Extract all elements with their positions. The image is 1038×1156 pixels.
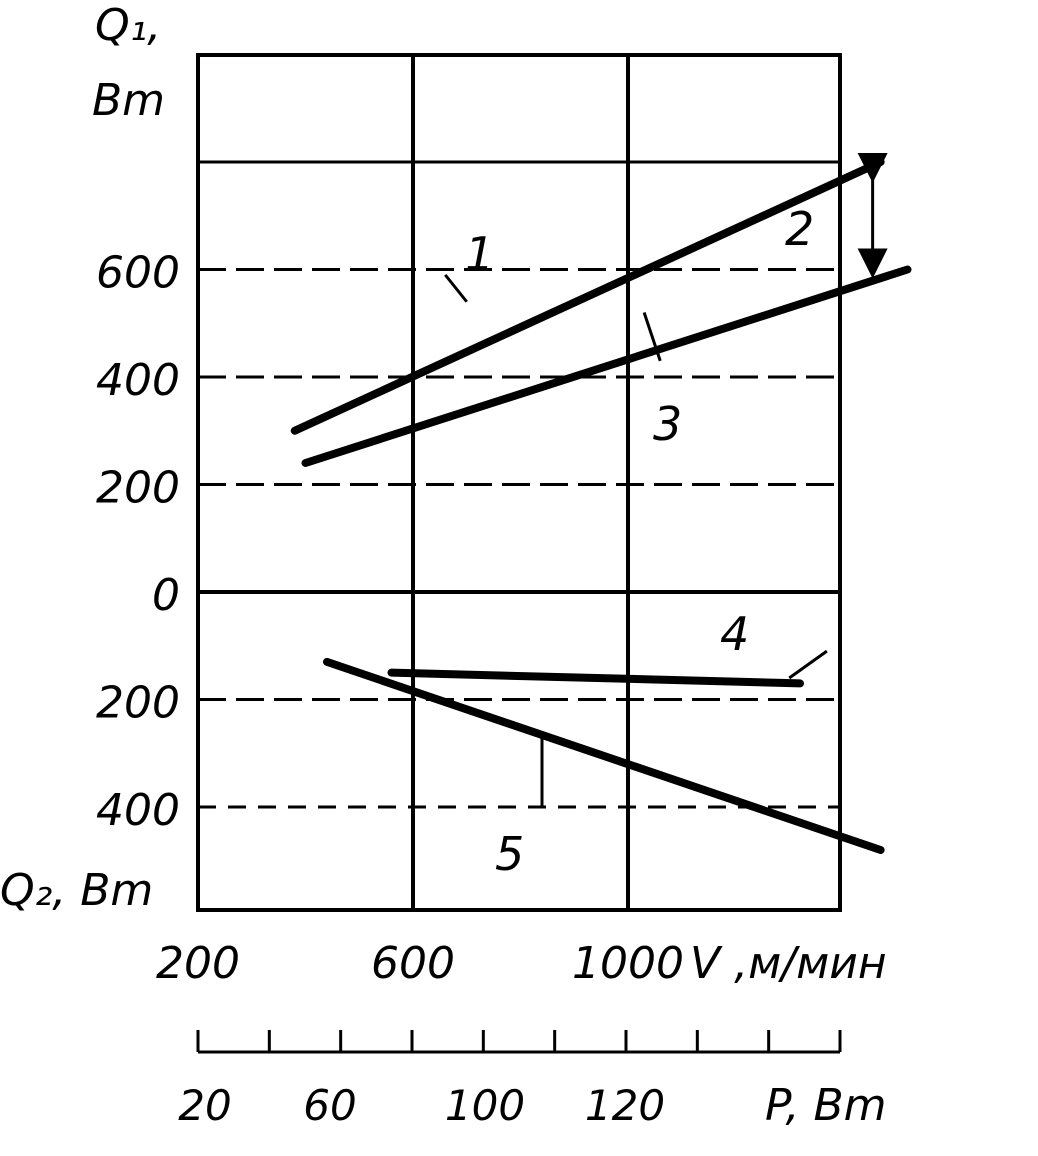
x-tick: 200 xyxy=(156,938,240,989)
series-line-3 xyxy=(301,265,912,467)
curve-label-4: 4 xyxy=(720,607,749,661)
y-tick-upper: 0 xyxy=(152,570,180,621)
leader-line-4 xyxy=(788,649,828,680)
secondary-tick: 60 xyxy=(303,1081,356,1130)
y-axis-top-label-line2: Bm xyxy=(92,75,165,126)
curve-label-3: 3 xyxy=(653,397,682,451)
y-tick-lower: 400 xyxy=(96,785,180,836)
annotation-label-2: 2 xyxy=(785,202,814,256)
secondary-tick: 20 xyxy=(178,1081,231,1130)
grid xyxy=(198,55,840,910)
y-tick-lower: 200 xyxy=(96,678,180,729)
series-group xyxy=(290,153,912,854)
curve-label-1: 1 xyxy=(465,227,494,281)
secondary-axis-label: P, Bm xyxy=(765,1080,887,1131)
leader-line-1 xyxy=(444,273,468,303)
x-tick: 600 xyxy=(371,938,455,989)
labels-group: 1 3 4 5 2 Q₁, Bm Q₂, Bm 600 400 200 0 200 400 200 600 10… xyxy=(0,0,887,1131)
secondary-axis xyxy=(196,1030,842,1054)
secondary-tick: 100 xyxy=(445,1081,525,1130)
series-line-4 xyxy=(387,668,804,688)
y-tick-upper: 400 xyxy=(96,355,180,406)
y-axis-top-label-line1: Q₁, xyxy=(95,0,161,51)
series-line-5 xyxy=(323,657,885,854)
y-axis-bottom-label: Q₂, Bm xyxy=(0,865,153,916)
leader-line-3 xyxy=(642,312,662,362)
secondary-tick: 120 xyxy=(585,1081,665,1130)
curve-label-5: 5 xyxy=(495,827,524,881)
x-tick: 1000 xyxy=(572,938,684,989)
plot-border xyxy=(196,53,842,912)
plot-frame xyxy=(196,53,842,912)
y-tick-upper: 600 xyxy=(96,248,180,299)
x-axis-label: V ,м/мин xyxy=(690,938,887,989)
y-tick-upper: 200 xyxy=(96,463,180,514)
series-line-1 xyxy=(290,158,885,435)
